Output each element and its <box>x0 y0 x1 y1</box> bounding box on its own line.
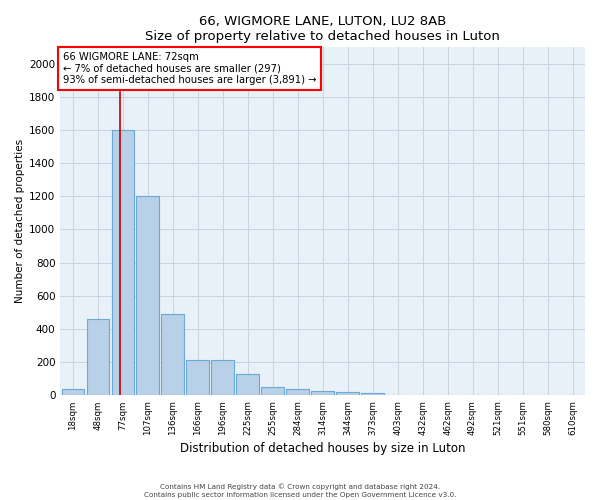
Bar <box>112 130 134 396</box>
Y-axis label: Number of detached properties: Number of detached properties <box>15 139 25 303</box>
Bar <box>361 393 384 396</box>
Bar <box>286 388 309 396</box>
Bar <box>86 319 109 396</box>
Bar <box>62 388 84 396</box>
Bar <box>161 314 184 396</box>
Bar <box>211 360 234 396</box>
Bar <box>311 391 334 396</box>
Bar <box>337 392 359 396</box>
Bar <box>136 196 159 396</box>
Bar <box>262 387 284 396</box>
X-axis label: Distribution of detached houses by size in Luton: Distribution of detached houses by size … <box>180 442 466 455</box>
Bar <box>236 374 259 396</box>
Text: Contains HM Land Registry data © Crown copyright and database right 2024.
Contai: Contains HM Land Registry data © Crown c… <box>144 484 456 498</box>
Bar <box>187 360 209 396</box>
Text: 66 WIGMORE LANE: 72sqm
← 7% of detached houses are smaller (297)
93% of semi-det: 66 WIGMORE LANE: 72sqm ← 7% of detached … <box>63 52 316 86</box>
Title: 66, WIGMORE LANE, LUTON, LU2 8AB
Size of property relative to detached houses in: 66, WIGMORE LANE, LUTON, LU2 8AB Size of… <box>145 15 500 43</box>
